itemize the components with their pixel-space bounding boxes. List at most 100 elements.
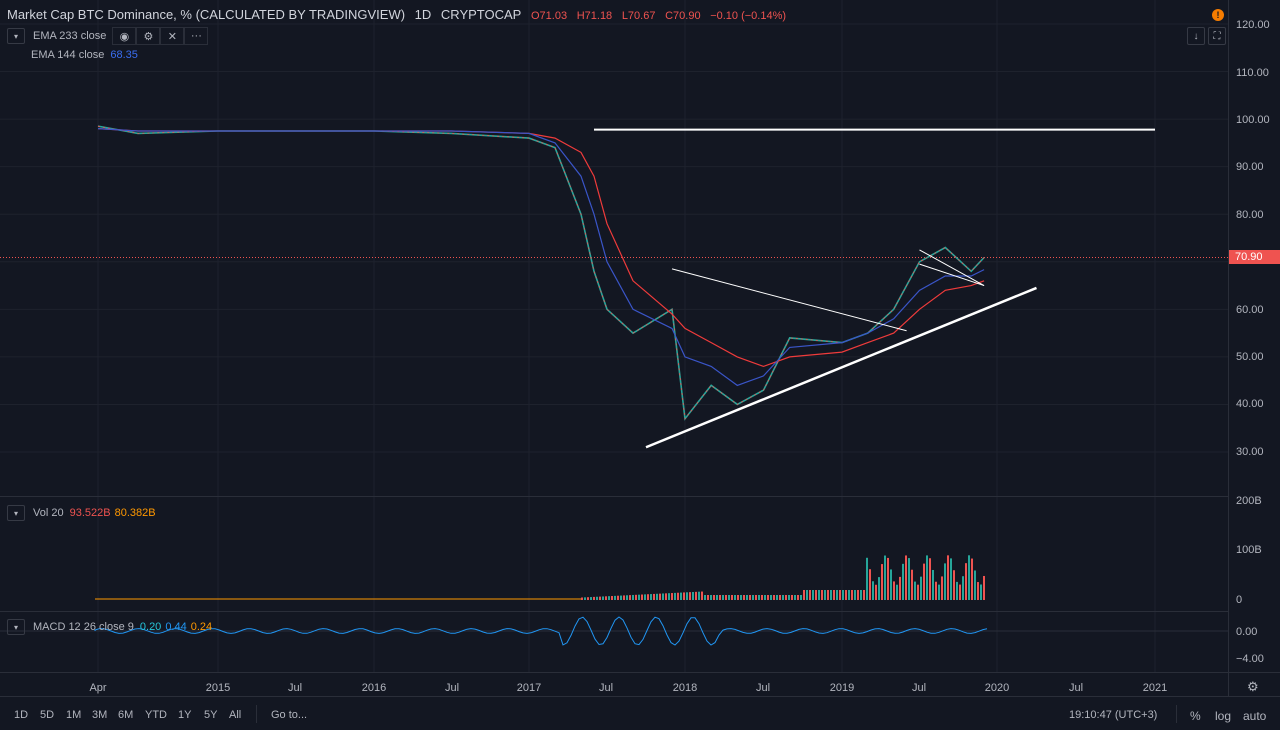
more-icon[interactable]: ··· [184,27,209,45]
wedge-line [919,263,985,287]
volume-bar [599,596,601,600]
volume-bar [797,595,799,600]
goto-button[interactable]: Go to... [271,709,308,721]
legend-macd: ▾ MACD 12 26 close 9 0.20 0.44 0.24 [7,619,212,635]
settings-gear-icon[interactable]: ⚙ [1247,679,1259,694]
pane-divider-volume[interactable] [0,496,1228,497]
time-tick: Jul [911,682,927,694]
volume-bar [878,577,880,600]
volume-bar [869,569,871,600]
pane-divider-macd[interactable] [0,611,1228,612]
clock-label[interactable]: 19:10:47 (UTC+3) [1069,709,1158,721]
range-all[interactable]: All [229,709,242,721]
range-1d[interactable]: 1D [14,709,29,721]
volume-bar [665,593,667,600]
volume-bar [890,569,892,600]
volume-value-1: 93.522B [69,507,111,519]
scroll-down-icon[interactable]: ↓ [1187,27,1205,45]
time-tick: 2018 [672,682,698,694]
range-ytd[interactable]: YTD [145,709,167,721]
range-1y[interactable]: 1Y [178,709,192,721]
price-tick: 120.00 [1236,19,1270,31]
price-tick: 50.00 [1236,351,1264,363]
volume-bar [779,595,781,600]
fullscreen-icon[interactable]: ⛶ [1208,27,1226,45]
symbol-title[interactable]: Market Cap BTC Dominance, % (CALCULATED … [7,7,406,22]
alert-icon[interactable]: ! [1212,9,1224,21]
gear-icon[interactable]: ⚙ [136,27,161,45]
volume-bar [884,555,886,600]
volume-bar [863,590,865,600]
volume-bar [857,590,859,600]
log-toggle[interactable]: log [1215,709,1232,723]
volume-bar [626,595,628,600]
volume-bar [671,593,673,600]
volume-bar [785,595,787,600]
volume-bar [800,595,802,600]
volume-bar [926,555,928,600]
volume-bar [731,595,733,600]
auto-toggle[interactable]: auto [1243,709,1267,723]
volume-bar [704,595,706,600]
macd-value-2: 0.44 [165,621,187,633]
ema233-label[interactable]: EMA 233 close [33,30,107,42]
ema233-series [97,128,985,368]
volume-bar [788,595,790,600]
interval-label[interactable]: 1D [414,7,432,22]
volume-bar [635,594,637,600]
volume-bar [944,563,946,600]
range-5y[interactable]: 5Y [204,709,218,721]
collapse-icon[interactable]: ▾ [7,505,25,521]
volume-bar [662,593,664,600]
volume-bar [716,595,718,600]
volume-bar [758,595,760,600]
volume-bar [683,592,685,600]
volume-label[interactable]: Vol 20 [33,507,64,519]
volume-bar [962,576,964,600]
volume-bar [881,564,883,600]
volume-bar [605,596,607,600]
legend-ema144: EMA 144 close 68.35 [31,49,138,61]
volume-bar [974,570,976,600]
volume-bar [875,584,877,600]
collapse-icon[interactable]: ▾ [7,619,25,635]
volume-bar [659,593,661,600]
volume-bar [794,595,796,600]
time-tick: Jul [598,682,614,694]
percent-toggle[interactable]: % [1190,709,1201,723]
volume-bar [923,563,925,600]
macd-label[interactable]: MACD 12 26 close 9 [33,621,134,633]
price-tick: 90.00 [1236,161,1264,173]
collapse-icon[interactable]: ▾ [7,28,25,44]
volume-bar [911,569,913,600]
eye-icon[interactable]: ◉ [112,27,137,45]
volume-bar [707,595,709,600]
volume-bar [839,590,841,600]
volume-bar [782,595,784,600]
volume-bar [887,557,889,600]
range-5d[interactable]: 5D [40,709,55,721]
volume-bar [950,558,952,600]
volume-bar [749,595,751,600]
time-tick: Jul [287,682,303,694]
legend-ema233: ▾ EMA 233 close ◉ ⚙ ✕ ··· [7,27,209,45]
volume-bar [848,590,850,600]
volume-bar [764,595,766,600]
volume-bar [674,592,676,600]
legend-volume: ▾ Vol 20 93.522B 80.382B [7,505,156,521]
range-3m[interactable]: 3M [92,709,108,721]
chart-canvas[interactable] [0,0,1228,696]
ema144-label[interactable]: EMA 144 close [31,49,105,61]
volume-bar [899,576,901,600]
close-icon[interactable]: ✕ [160,27,185,45]
volume-bar [692,591,694,600]
volume-tick: 200B [1236,495,1262,507]
volume-bar [776,595,778,600]
range-1m[interactable]: 1M [66,709,82,721]
volume-bar [629,595,631,600]
volume-tick: 0 [1236,594,1243,606]
price-tick: 40.00 [1236,398,1264,410]
range-6m[interactable]: 6M [118,709,134,721]
price-tick: 80.00 [1236,209,1264,221]
ema144-series [97,128,985,387]
